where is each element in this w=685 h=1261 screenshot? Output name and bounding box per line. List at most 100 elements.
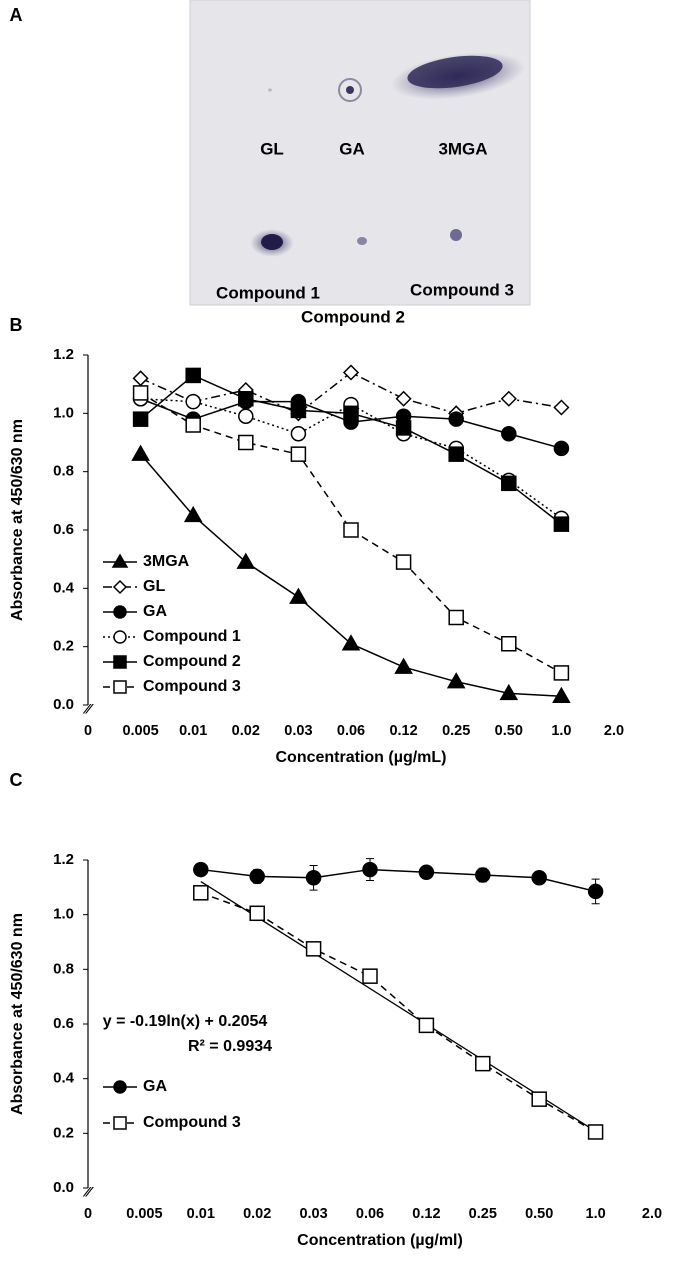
spot (407, 55, 503, 89)
axis-break: ⁄⁄ (83, 1184, 94, 1200)
marker (305, 941, 322, 957)
y-tick-label: 1.0 (53, 404, 74, 421)
x-tick-label: 0 (84, 723, 92, 739)
x-tick-label: 0.06 (337, 723, 365, 739)
marker (290, 446, 307, 462)
y-axis-title: Absorbance at 450/630 nm (9, 419, 26, 621)
x-tick-label: 0.50 (525, 1206, 553, 1222)
legend-marker (113, 655, 127, 669)
legend-marker (113, 1080, 127, 1094)
marker (500, 390, 517, 407)
legend-marker (113, 1116, 127, 1130)
legend-label: Compound 3 (143, 1114, 241, 1131)
x-tick-label: 1.0 (586, 1206, 606, 1222)
x-tick-label: 0.50 (495, 723, 523, 739)
y-tick-label: 0.8 (53, 463, 74, 480)
marker (290, 402, 307, 419)
marker (553, 399, 570, 416)
marker (475, 867, 491, 883)
panel-label: A (10, 5, 23, 25)
marker (132, 411, 149, 427)
x-tick-label: 1.0 (551, 723, 571, 739)
legend-label: GA (143, 1078, 167, 1095)
trendline (200, 880, 596, 1132)
marker (132, 370, 149, 387)
x-tick-label: 0.005 (126, 1206, 162, 1222)
spot (450, 229, 462, 241)
marker (341, 634, 361, 651)
marker (249, 868, 265, 885)
y-tick-label: 0.4 (53, 1070, 75, 1087)
marker (185, 393, 201, 410)
y-tick-label: 0.6 (53, 1015, 74, 1032)
legend-marker (113, 605, 127, 619)
legend-marker (113, 630, 127, 644)
y-tick-label: 0.0 (53, 696, 74, 713)
legend-label: GA (143, 603, 167, 620)
marker (553, 440, 570, 457)
x-tick-label: 0.25 (469, 1206, 497, 1222)
marker (475, 1055, 491, 1072)
marker (552, 686, 571, 703)
x-tick-label: 0.01 (179, 723, 207, 739)
marker (553, 665, 570, 681)
spot (261, 234, 283, 250)
x-tick-label: 0.02 (232, 723, 260, 739)
x-axis-title: Concentration (µg/ml) (297, 1232, 463, 1249)
marker (531, 1091, 547, 1107)
series-line (200, 892, 596, 1133)
x-tick-label: 0.25 (442, 723, 470, 739)
spot (346, 86, 354, 94)
panel-label: B (10, 315, 23, 335)
legend-label: Compound 3 (143, 678, 241, 695)
y-tick-label: 0.0 (53, 1179, 74, 1196)
spot-label: Compound 1 (216, 283, 320, 302)
y-tick-label: 0.6 (53, 521, 74, 538)
x-tick-label: 0.12 (412, 1206, 440, 1222)
marker (183, 505, 203, 523)
x-tick-label: 0.03 (284, 723, 312, 739)
x-tick-label: 0.12 (389, 723, 417, 739)
spot-label: Compound 2 (301, 307, 405, 326)
spot-label: GA (339, 139, 365, 158)
x-tick-label: 0.02 (243, 1206, 271, 1222)
marker (249, 905, 265, 922)
marker (448, 411, 464, 427)
marker (132, 385, 149, 401)
legend-marker (112, 579, 128, 595)
marker (531, 870, 547, 886)
y-tick-label: 0.4 (53, 579, 75, 596)
annotation: R² = 0.9934 (188, 1038, 272, 1055)
marker (343, 522, 359, 538)
marker (501, 475, 517, 492)
marker (238, 434, 254, 451)
x-tick-label: 0.03 (299, 1206, 327, 1222)
marker (587, 883, 604, 900)
spot-label: Compound 3 (410, 280, 514, 299)
legend-marker (111, 553, 129, 568)
marker (448, 446, 464, 462)
y-tick-label: 1.2 (53, 346, 74, 363)
marker (305, 870, 322, 886)
legend-label: Compound 2 (143, 653, 241, 670)
marker (418, 864, 435, 881)
marker (289, 587, 308, 604)
marker (418, 1017, 435, 1034)
series-line (200, 868, 596, 893)
marker (185, 417, 201, 433)
y-tick-label: 1.0 (53, 906, 74, 923)
x-tick-label: 0 (84, 1206, 92, 1222)
x-tick-label: 0.005 (122, 723, 158, 739)
y-axis-title: Absorbance at 450/630 nm (9, 913, 26, 1115)
marker (342, 364, 360, 381)
marker (499, 683, 519, 701)
x-tick-label: 2.0 (642, 1206, 662, 1222)
panel-label: C (10, 770, 23, 790)
marker (553, 516, 570, 532)
y-tick-label: 0.2 (53, 638, 74, 655)
x-tick-label: 0.01 (187, 1206, 215, 1222)
marker (193, 861, 209, 878)
marker (587, 1124, 604, 1140)
spot (268, 88, 272, 92)
